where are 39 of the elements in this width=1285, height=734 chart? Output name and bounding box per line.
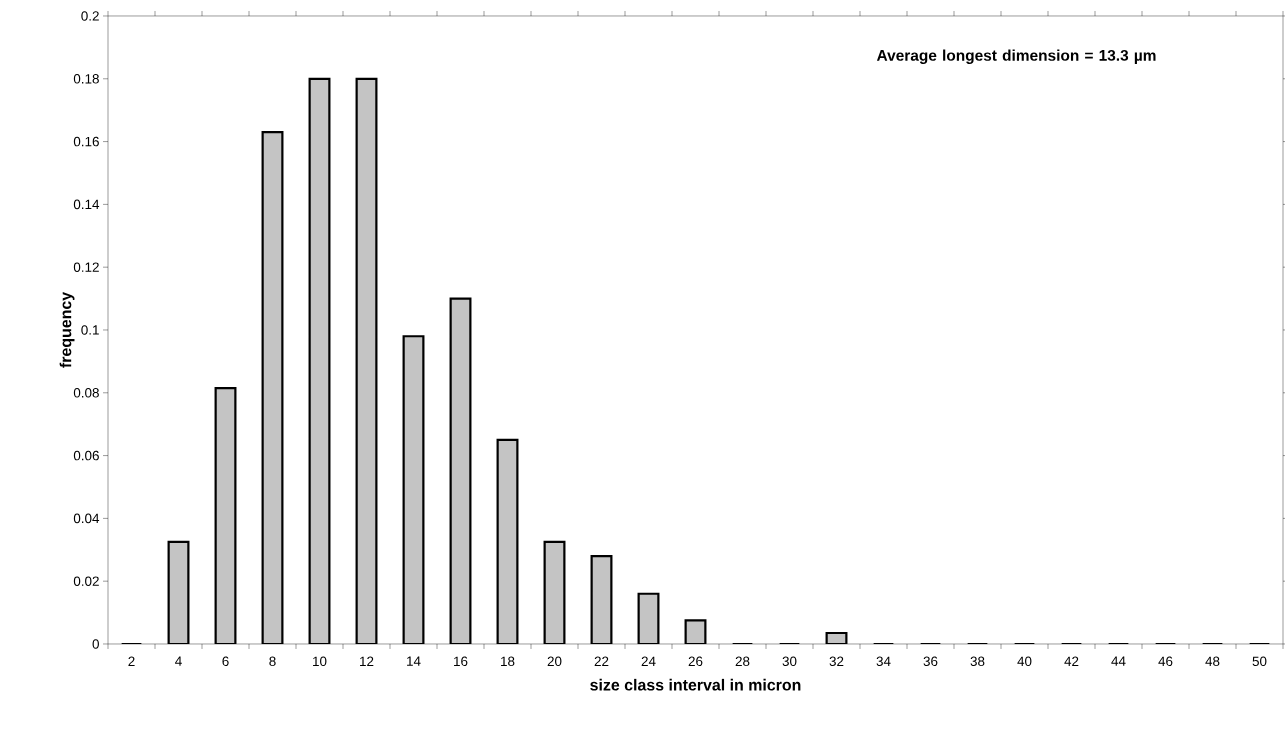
y-axis-title: frequency xyxy=(59,291,75,368)
x-tick-label: 28 xyxy=(735,656,750,667)
x-axis-title: size class interval in micron xyxy=(590,678,801,691)
x-tick-label: 42 xyxy=(1064,656,1079,666)
x-tick-label: 22 xyxy=(594,656,609,666)
x-tick-label: 26 xyxy=(688,656,703,667)
x-tick-label: 8 xyxy=(269,656,276,667)
y-tick-label: 0.18 xyxy=(73,74,99,84)
x-tick-label: 2 xyxy=(128,656,135,666)
y-tick-label: 0.08 xyxy=(73,388,99,398)
annotation: Average longest dimension = 13.3 µm xyxy=(876,49,1156,64)
x-tick-label: 20 xyxy=(547,656,562,667)
x-tick-label: 30 xyxy=(782,656,797,667)
y-tick-label: 0.1 xyxy=(81,325,99,335)
y-tick-label: 0.2 xyxy=(81,11,99,21)
x-tick-label: 34 xyxy=(876,656,891,667)
x-tick-label: 40 xyxy=(1017,656,1032,667)
x-tick-label: 24 xyxy=(641,656,656,666)
y-tick-label: 0.06 xyxy=(73,450,99,461)
x-tick-label: 48 xyxy=(1205,656,1220,667)
y-tick-label: 0.04 xyxy=(73,513,100,524)
x-tick-label: 32 xyxy=(829,656,844,667)
y-tick-label: 0.12 xyxy=(73,262,99,272)
y-tick-label: 0.02 xyxy=(73,576,99,586)
x-tick-label: 36 xyxy=(923,656,938,667)
x-tick-label: 6 xyxy=(222,656,229,667)
y-tick-label: 0 xyxy=(92,639,99,649)
x-tick-label: 50 xyxy=(1252,656,1267,667)
y-tick-label: 0.14 xyxy=(73,199,100,210)
x-tick-label: 14 xyxy=(407,656,421,666)
x-tick-label: 4 xyxy=(175,656,182,666)
x-tick-label: 12 xyxy=(360,656,374,666)
x-tick-label: 38 xyxy=(970,656,985,667)
x-tick-label: 46 xyxy=(1158,656,1173,667)
y-tick-label: 0.16 xyxy=(73,136,99,147)
x-tick-label: 10 xyxy=(313,656,327,667)
x-tick-label: 16 xyxy=(454,656,468,667)
x-tick-label: 18 xyxy=(501,656,515,667)
x-tick-label: 44 xyxy=(1111,656,1126,666)
